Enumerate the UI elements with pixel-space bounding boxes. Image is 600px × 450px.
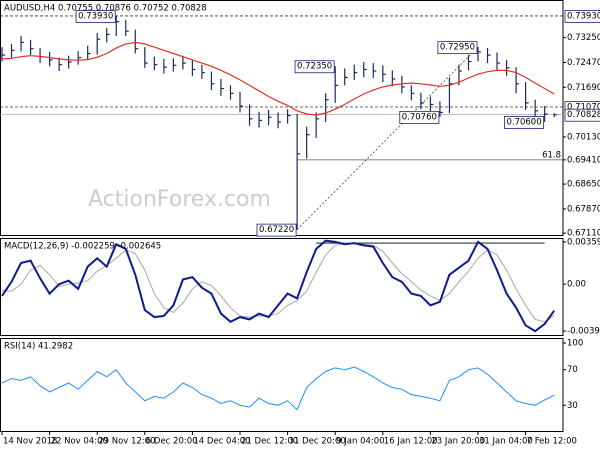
price-annotation-box: [437, 41, 478, 55]
price-annotation: 0.70760: [402, 112, 437, 122]
y-tick-label: 0.003592: [567, 237, 600, 247]
y-tick-label: 0.67110: [567, 229, 600, 239]
price-annotation: 0.72950: [440, 43, 475, 53]
x-tick-label: 14 Nov 2018: [3, 437, 57, 447]
y-tick-label: 70: [567, 365, 578, 375]
y-tick-label: 0.70130: [567, 132, 600, 142]
y-tick-label: 0.69410: [567, 155, 600, 165]
x-tick-label: 31 Jan 04:00: [479, 437, 533, 447]
x-tick-label: 7 Feb 12:00: [527, 437, 577, 447]
rsi-line: [1, 366, 555, 411]
panel-frame: [0, 0, 564, 236]
price-annotation-box: [504, 116, 545, 129]
y-tick-label: 0.72470: [567, 58, 600, 68]
watermark: ActionForex.com: [88, 187, 271, 212]
price-label-box: [564, 108, 600, 122]
y-tick-label: 0.71690: [567, 83, 600, 93]
level-label: 0.71070: [567, 103, 600, 113]
y-tick-label: 100: [567, 338, 583, 348]
x-tick-label: 23 Jan 20:00: [431, 437, 485, 447]
x-tick-label: 31 Dec 20:00: [289, 437, 346, 447]
x-tick-label: 16 Jan 12:00: [384, 437, 438, 447]
level-label: 0.73930: [567, 11, 600, 21]
y-tick-label: 0.68650: [567, 180, 600, 190]
x-tick-label: 22 Nov 04:00: [51, 437, 108, 447]
x-tick-label: 14 Dec 04:00: [193, 437, 250, 447]
x-tick-label: 6 Dec 20:00: [146, 437, 198, 447]
level-label-box: [564, 10, 600, 23]
price-annotation: 0.73930: [78, 11, 113, 21]
fib-label: 61.8: [542, 150, 561, 160]
price-annotation: 0.72350: [297, 62, 332, 72]
price-annotation-box: [75, 10, 116, 23]
price-label: 0.70828: [567, 110, 600, 120]
moving-average: [1, 41, 555, 116]
trendline: [296, 46, 479, 230]
y-tick-label: 0.00: [567, 280, 586, 290]
x-tick-label: 21 Dec 12:00: [241, 437, 298, 447]
panel-title: MACD(12,26,9) -0.002259 -0.002645: [4, 242, 161, 252]
panel-frame: [0, 238, 564, 336]
price-annotation-box: [399, 110, 440, 124]
price-annotation-box: [294, 60, 335, 74]
y-tick-label: 0.67870: [567, 204, 600, 214]
panel-title: AUDUSD,H4 0.70755 0.70876 0.70752 0.7082…: [4, 4, 207, 14]
panel-title: RSI(14) 41.2982: [4, 342, 73, 352]
macd-line: [1, 239, 556, 333]
signal-line: [1, 242, 555, 323]
y-tick-label: -0.003986: [567, 327, 600, 337]
price-annotation: 0.70600: [506, 117, 541, 127]
price-annotation: 0.67220: [259, 225, 294, 235]
y-tick-label: 0.73250: [567, 33, 600, 43]
panel-frame: [0, 338, 564, 432]
price-annotation-box: [256, 223, 297, 237]
x-tick-label: 9 Jan 04:00: [336, 437, 384, 447]
x-tick-label: 29 Nov 12:00: [98, 437, 155, 447]
y-tick-label: 30: [567, 401, 578, 411]
